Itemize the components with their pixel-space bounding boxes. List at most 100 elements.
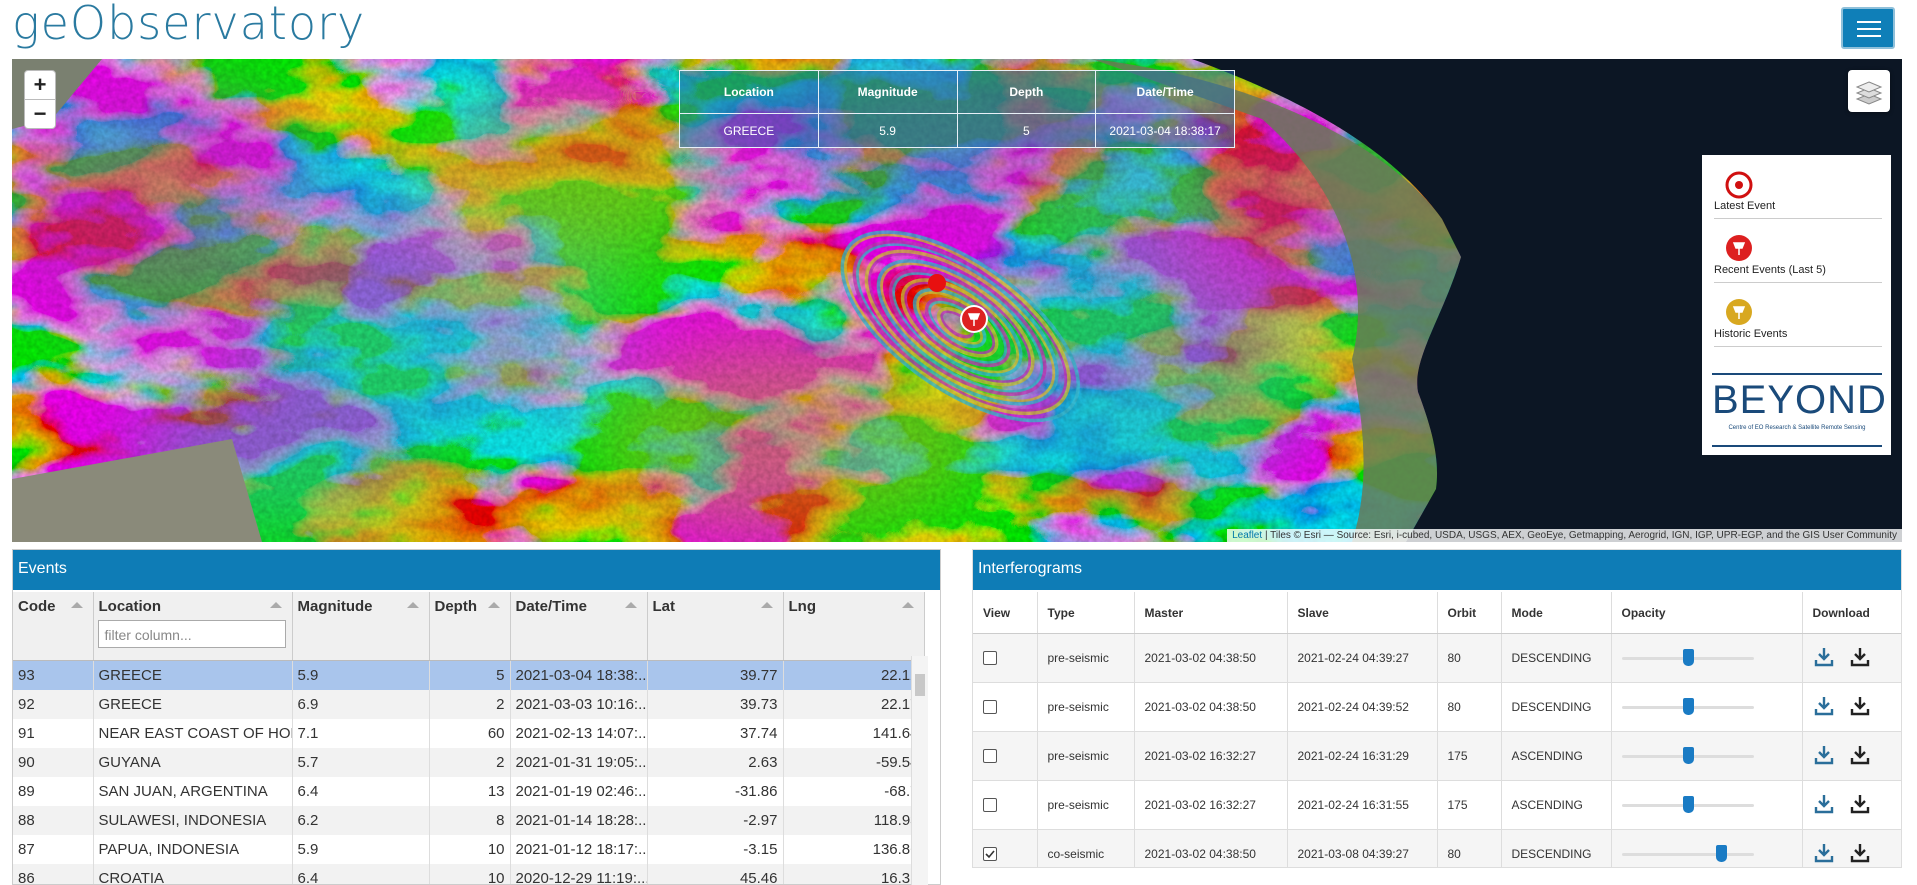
slider-thumb[interactable] <box>1682 747 1694 764</box>
column-header[interactable]: Magnitude <box>292 592 430 661</box>
event-cell: -3.15 <box>647 835 784 864</box>
column-title: Code <box>18 598 56 615</box>
opacity-slider[interactable] <box>1621 845 1754 862</box>
sort-arrow[interactable] <box>406 602 419 608</box>
mode-cell: DESCENDING <box>1501 829 1612 867</box>
download-button[interactable] <box>1813 842 1835 867</box>
orbit-cell: 80 <box>1437 682 1502 732</box>
legend-item: Historic Events <box>1714 283 1882 347</box>
event-cell: 2 <box>429 748 511 777</box>
slider-thumb[interactable] <box>1715 845 1727 862</box>
event-row[interactable]: 92 GREECE 6.9 2 2021-03-03 10:16:... 39.73 22.… <box>13 690 925 719</box>
column-header: View <box>973 592 1038 634</box>
opacity-slider[interactable] <box>1621 796 1754 813</box>
column-header[interactable]: Lat <box>647 592 784 661</box>
event-row[interactable]: 93 GREECE 5.9 5 2021-03-04 18:38:... 39.77 22.… <box>13 660 925 690</box>
event-cell: 2021-03-04 18:38:... <box>510 660 648 690</box>
view-checkbox[interactable] <box>983 749 997 764</box>
map[interactable]: + − Location Magnitude Depth Date/Time GREE… <box>12 59 1902 542</box>
view-cell <box>973 780 1038 830</box>
event-row[interactable]: 86 CROATIA 6.4 10 2020-12-29 11:19:... 45.46 1… <box>13 864 925 884</box>
column-header[interactable]: Lng <box>783 592 925 661</box>
download-cell <box>1802 682 1901 732</box>
event-cell: 2021-01-14 18:28:... <box>510 806 648 835</box>
scroll-thumb[interactable] <box>915 674 925 696</box>
event-cell: 5 <box>429 660 511 690</box>
zoom-in[interactable]: + <box>24 70 56 100</box>
zoom-out[interactable]: − <box>24 99 56 129</box>
opacity-cell <box>1611 780 1803 830</box>
event-info-table: Location Magnitude Depth Date/Time GREECE 5.… <box>679 70 1235 148</box>
menu-button[interactable] <box>1841 7 1895 49</box>
legend-item: Recent Events (Last 5) <box>1714 219 1882 283</box>
slider-thumb[interactable] <box>1682 796 1694 813</box>
event-cell: 8 <box>429 806 511 835</box>
mode-cell: ASCENDING <box>1501 731 1612 781</box>
download-button[interactable] <box>1849 744 1871 769</box>
column-header[interactable]: Code <box>13 592 94 661</box>
slave-cell: 2021-02-24 04:39:52 <box>1287 682 1438 732</box>
legend-icon <box>1726 299 1752 325</box>
column-header[interactable]: Date/Time <box>510 592 648 661</box>
column-header: Master <box>1134 592 1288 634</box>
sort-arrow[interactable] <box>760 602 773 608</box>
orbit-cell: 175 <box>1437 731 1502 781</box>
event-cell: 2 <box>429 690 511 719</box>
sort-arrow[interactable] <box>70 602 83 608</box>
view-checkbox[interactable] <box>983 798 997 813</box>
info-cell: GREECE <box>679 113 819 148</box>
layers-icon <box>1855 81 1883 105</box>
opacity-slider[interactable] <box>1621 747 1754 764</box>
event-row[interactable]: 90 GUYANA 5.7 2 2021-01-31 19:05:... 2.63 -59.… <box>13 748 925 777</box>
event-cell: NEAR EAST COAST OF HONS... <box>93 719 293 748</box>
download-button[interactable] <box>1849 695 1871 720</box>
opacity-slider[interactable] <box>1621 649 1754 666</box>
slider-thumb[interactable] <box>1682 698 1694 715</box>
leaflet-link[interactable]: Leaflet <box>1232 530 1263 541</box>
event-cell: 2.63 <box>647 748 784 777</box>
event-cell: 2021-01-12 18:17:... <box>510 835 648 864</box>
legend: Latest Event Recent Events (Last 5) Hist… <box>1702 155 1891 455</box>
download-button[interactable] <box>1849 646 1871 671</box>
column-header[interactable]: Location filter column... <box>93 592 293 661</box>
download-button[interactable] <box>1849 842 1871 867</box>
latest-event-marker[interactable] <box>928 274 946 292</box>
download-button[interactable] <box>1813 793 1835 818</box>
opacity-cell <box>1611 731 1803 781</box>
panel-title: Events <box>13 550 940 590</box>
view-checkbox[interactable] <box>983 700 997 715</box>
download-button[interactable] <box>1813 744 1835 769</box>
column-title: Depth <box>434 598 478 615</box>
opacity-slider[interactable] <box>1621 698 1754 715</box>
sort-arrow[interactable] <box>901 602 914 608</box>
event-row[interactable]: 87 PAPUA, INDONESIA 5.9 10 2021-01-12 18:17:… <box>13 835 925 864</box>
orbit-cell: 175 <box>1437 780 1502 830</box>
column-header: Opacity <box>1611 592 1803 634</box>
column-title: Lng <box>788 598 817 615</box>
scrollbar[interactable] <box>911 656 928 885</box>
sort-arrow[interactable] <box>269 602 282 608</box>
view-checkbox[interactable] <box>983 847 997 862</box>
sort-arrow[interactable] <box>624 602 637 608</box>
layers-control[interactable] <box>1848 70 1890 112</box>
event-row[interactable]: 88 SULAWESI, INDONESIA 6.2 8 2021-01-14 18:2… <box>13 806 925 835</box>
filter-input[interactable]: filter column... <box>97 620 286 648</box>
event-cell: 118.93 <box>783 806 925 835</box>
event-row[interactable]: 89 SAN JUAN, ARGENTINA 6.4 13 2021-01-19 02:… <box>13 777 925 806</box>
view-checkbox[interactable] <box>983 651 997 666</box>
sort-arrow[interactable] <box>487 602 500 608</box>
master-cell: 2021-03-02 16:32:27 <box>1134 780 1288 830</box>
slider-track <box>1621 853 1754 856</box>
event-cell: 93 <box>13 660 94 690</box>
recent-event-marker[interactable] <box>960 305 988 333</box>
download-button[interactable] <box>1813 695 1835 720</box>
event-cell: -68.7 <box>783 777 925 806</box>
event-cell: 5.9 <box>292 835 430 864</box>
event-cell: 2020-12-29 11:19:... <box>510 864 648 884</box>
download-button[interactable] <box>1813 646 1835 671</box>
event-cell: 10 <box>429 864 511 884</box>
column-header[interactable]: Depth <box>429 592 511 661</box>
slider-thumb[interactable] <box>1682 649 1694 666</box>
download-button[interactable] <box>1849 793 1871 818</box>
